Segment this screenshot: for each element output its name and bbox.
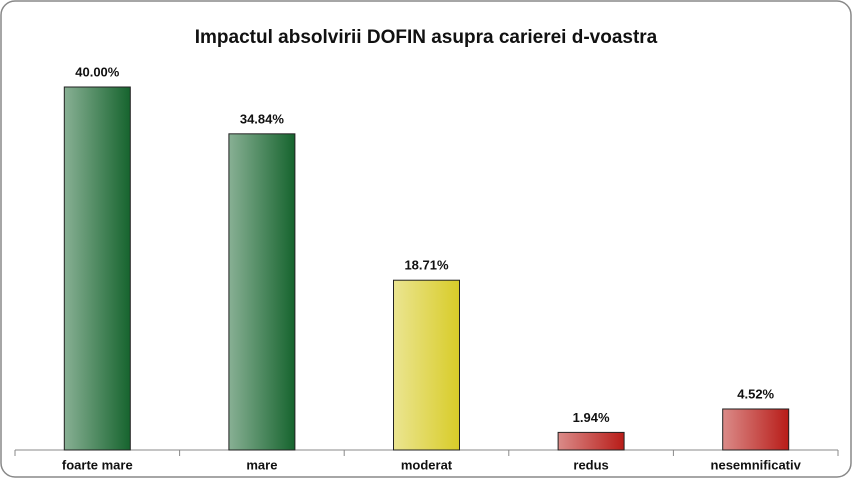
value-label: 4.52% <box>737 386 774 401</box>
bar <box>722 408 790 451</box>
bar <box>228 133 296 451</box>
bar <box>63 86 131 451</box>
x-tick-label: moderat <box>401 457 453 472</box>
value-label: 40.00% <box>75 64 120 79</box>
x-tick-label: nesemnificativ <box>711 457 802 472</box>
value-label: 1.94% <box>573 410 610 425</box>
bar <box>557 431 625 451</box>
value-label: 18.71% <box>404 258 449 273</box>
chart-title: Impactul absolvirii DOFIN asupra cariere… <box>195 27 658 48</box>
x-tick-label: mare <box>246 457 277 472</box>
x-tick-label: foarte mare <box>62 457 133 472</box>
x-tick-label: redus <box>573 457 608 472</box>
value-label: 34.84% <box>240 111 285 126</box>
bar <box>393 279 460 451</box>
